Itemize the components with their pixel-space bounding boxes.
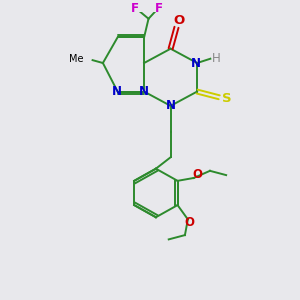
Text: N: N [166,99,176,112]
Text: Me: Me [69,54,84,64]
Text: O: O [184,216,194,229]
Text: O: O [192,168,202,181]
Text: H: H [212,52,220,65]
Text: F: F [131,2,139,15]
Text: O: O [174,14,185,27]
Text: N: N [190,56,201,70]
Text: N: N [139,85,148,98]
Text: S: S [222,92,231,105]
Text: F: F [155,2,163,15]
Text: N: N [112,85,122,98]
